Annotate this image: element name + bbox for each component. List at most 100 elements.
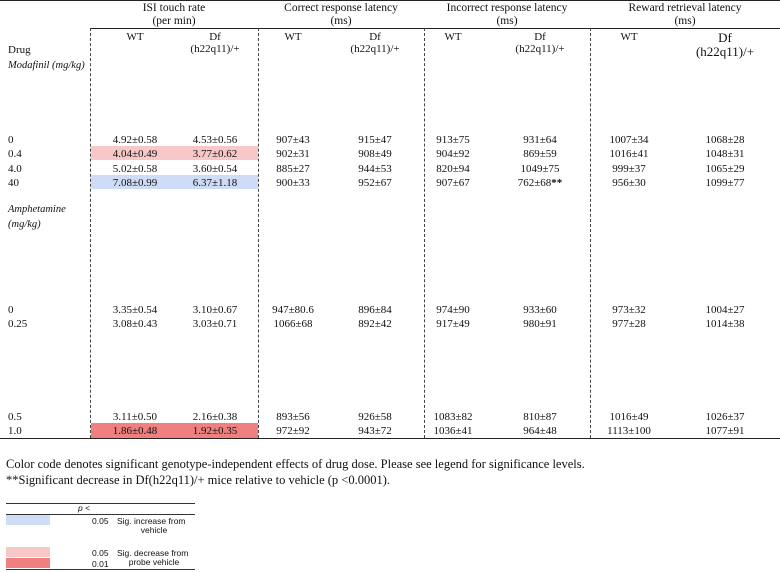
value-cell: 907±67: [436, 177, 470, 189]
dose-cell: 0: [8, 134, 14, 146]
value-cell: 904±92: [436, 148, 470, 160]
dose-cell: 40: [8, 177, 19, 189]
header-reward-latency: Reward retrieval latency (ms): [590, 2, 780, 28]
subheader-df: Df (h22q11)/+: [190, 31, 240, 55]
value-cell: 1068±28: [705, 134, 745, 146]
value-cell: 4.92±0.58: [112, 134, 158, 146]
table-bottom-rule: [0, 438, 780, 439]
value-cell: 944±53: [358, 163, 392, 175]
table-top-rule: [0, 0, 780, 1]
column-separator: [590, 28, 591, 438]
dose-cell: 1.0: [8, 425, 22, 437]
value-cell: 6.37±1.18: [192, 177, 238, 189]
header-units: (ms): [330, 15, 352, 27]
drug-name-modafinil: Modafinil (mg/kg): [8, 60, 85, 71]
value-cell-significant: 762±68**: [517, 177, 563, 189]
header-rule: [90, 28, 780, 29]
value-cell: 1066±68: [273, 318, 313, 330]
value-cell: 1048±31: [705, 148, 745, 160]
subheader-wt: WT: [284, 31, 302, 43]
value-cell: 1049±75: [520, 163, 560, 175]
header-title: Correct response latency: [284, 2, 398, 14]
value-cell: 964±48: [523, 425, 557, 437]
value-cell: 931±64: [523, 134, 557, 146]
value-cell: 973±32: [612, 304, 646, 316]
value-cell: 1007±34: [609, 134, 649, 146]
value-cell: 980±91: [523, 318, 557, 330]
value-cell: 1014±38: [705, 318, 745, 330]
value-cell: 1016±41: [609, 148, 649, 160]
legend-p-header: p <: [78, 503, 91, 513]
value-cell: 1036±41: [433, 425, 473, 437]
value-cell: 974±90: [436, 304, 470, 316]
value-cell: 1099±77: [705, 177, 745, 189]
drug-column-label: Drug: [8, 44, 31, 56]
drug-name-amphetamine: Amphetamine (mg/kg): [8, 204, 66, 230]
value-cell: 972±92: [276, 425, 310, 437]
value-cell: 926±58: [358, 411, 392, 423]
value-cell: 869±59: [523, 148, 557, 160]
legend-label: Sig. increase from vehicle: [117, 516, 186, 535]
legend-label: Sig. decrease from probe vehicle: [117, 548, 189, 567]
value-cell: 902±31: [276, 148, 310, 160]
column-separator: [258, 28, 259, 438]
header-title: ISI touch rate: [142, 2, 206, 14]
value-cell: 3.77±0.62: [192, 148, 238, 160]
subheader-df: Df (h22q11)/+: [515, 31, 565, 55]
value-cell: 3.11±0.50: [112, 411, 158, 423]
value-cell: 1113±100: [607, 425, 651, 437]
value-cell: 999±37: [612, 163, 646, 175]
value-cell: 907±43: [276, 134, 310, 146]
value-cell: 892±42: [358, 318, 392, 330]
value-cell: 893±56: [276, 411, 310, 423]
subheader-wt: WT: [126, 31, 144, 43]
legend-p-value: 0.05: [92, 516, 109, 526]
header-units: (ms): [496, 15, 518, 27]
value-cell: 1065±29: [705, 163, 745, 175]
value-cell: 913±75: [436, 134, 470, 146]
legend-swatch-increase-005: [6, 515, 50, 525]
value-cell: 1.86±0.48: [112, 425, 158, 437]
dose-cell: 0.5: [8, 411, 22, 423]
legend-top-rule: [6, 503, 195, 504]
value-cell: 2.16±0.38: [192, 411, 238, 423]
header-units: (per min): [152, 15, 196, 27]
shade-increase-005: [91, 175, 258, 189]
value-cell: 896±84: [358, 304, 392, 316]
value-cell: 917±49: [436, 318, 470, 330]
shade-decrease-005: [91, 146, 258, 160]
dose-cell: 0.4: [8, 148, 22, 160]
column-separator: [90, 28, 91, 438]
value-cell: 810±87: [523, 411, 557, 423]
table-note-significance: **Significant decrease in Df(h22q11)/+ m…: [6, 473, 390, 487]
dose-cell: 4.0: [8, 163, 22, 175]
value-cell: 7.08±0.99: [112, 177, 158, 189]
value-cell: 933±60: [523, 304, 557, 316]
column-separator: [424, 28, 425, 438]
value-cell: 977±28: [612, 318, 646, 330]
subheader-df: Df (h22q11)/+: [695, 30, 755, 59]
value-cell: 5.02±0.58: [112, 163, 158, 175]
value-cell: 885±27: [276, 163, 310, 175]
value-cell: 947±80.6: [272, 304, 314, 316]
value-cell: 820±94: [436, 163, 470, 175]
legend-header-rule: [6, 514, 195, 515]
subheader-wt: WT: [444, 31, 462, 43]
value-cell: 952±67: [358, 177, 392, 189]
value-cell: 1004±27: [705, 304, 745, 316]
value-cell: 3.10±0.67: [192, 304, 238, 316]
legend-swatch-decrease-005: [6, 547, 50, 557]
value-cell: 908±49: [358, 148, 392, 160]
header-correct-latency: Correct response latency (ms): [258, 2, 424, 28]
header-incorrect-latency: Incorrect response latency (ms): [424, 2, 590, 28]
value-cell: 3.60±0.54: [192, 163, 238, 175]
value-cell: 4.04±0.49: [112, 148, 158, 160]
legend-swatch-decrease-001: [6, 558, 50, 568]
value-cell: 1016±49: [609, 411, 649, 423]
value-cell: 915±47: [358, 134, 392, 146]
value-cell: 1083±82: [433, 411, 473, 423]
value-cell: 1.92±0.35: [192, 425, 238, 437]
value-cell: 956±30: [612, 177, 646, 189]
table-note-color-code: Color code denotes significant genotype-…: [6, 457, 585, 471]
value-cell: 943±72: [358, 425, 392, 437]
